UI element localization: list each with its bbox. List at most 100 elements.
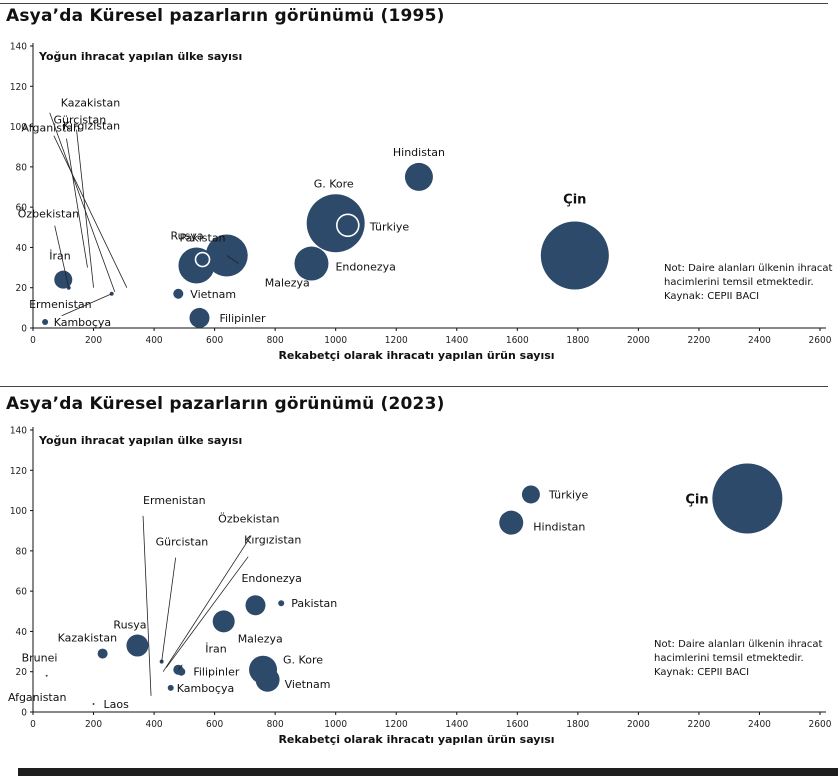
y-tick-label: 40 bbox=[16, 243, 28, 254]
country-label-ermenistan: Ermenistan bbox=[143, 494, 206, 507]
y-tick-label: 100 bbox=[10, 122, 27, 133]
bubble-rusya bbox=[178, 247, 215, 284]
country-label--in: Çin bbox=[563, 192, 586, 207]
source-note-line: hacimlerini temsil etmektedir. bbox=[654, 653, 804, 664]
x-tick-label: 600 bbox=[206, 335, 223, 346]
x-tick-label: 400 bbox=[145, 335, 162, 346]
y-tick-label: 140 bbox=[10, 426, 27, 437]
bubble-kambo-ya bbox=[167, 684, 174, 691]
country-label--zbekistan: Özbekistan bbox=[218, 513, 279, 526]
x-tick-label: 2200 bbox=[687, 335, 710, 346]
country-label-pakistan: Pakistan bbox=[179, 232, 225, 245]
x-tick-label: 1600 bbox=[506, 335, 529, 346]
x-tick-label: 1600 bbox=[506, 719, 529, 730]
x-tick-label: 200 bbox=[85, 719, 102, 730]
x-tick-label: 1400 bbox=[445, 719, 468, 730]
bubble--in bbox=[712, 463, 783, 534]
chart-title-2023: Asya’da Küresel pazarların görünümü (202… bbox=[6, 394, 445, 414]
leader-line-malezya bbox=[226, 255, 239, 264]
source-note-line: Not: Daire alanları ülkenin ihracat bbox=[664, 263, 833, 274]
bubble-filipinler bbox=[189, 307, 210, 328]
country-label-g-rcistan: Gürcistan bbox=[156, 536, 209, 549]
country-label-t-rkiye: Türkiye bbox=[369, 220, 410, 233]
x-axis-title: Rekabetçi olarak ihracatı yapılan ürün s… bbox=[278, 733, 554, 746]
country-label-g-rcistan: Gürcistan bbox=[54, 114, 107, 127]
source-note-line: hacimlerini temsil etmektedir. bbox=[664, 277, 814, 288]
country-label-endonezya: Endonezya bbox=[335, 261, 395, 274]
bubble-vietnam bbox=[255, 667, 280, 692]
x-tick-label: 1200 bbox=[385, 335, 408, 346]
bubble-laos bbox=[92, 702, 95, 705]
x-tick-label: 1000 bbox=[324, 719, 347, 730]
leader-line-kambo-ya bbox=[61, 293, 112, 317]
country-label-t-rkiye: Türkiye bbox=[548, 488, 589, 501]
x-tick-label: 1800 bbox=[566, 335, 589, 346]
x-tick-label: 1400 bbox=[445, 335, 468, 346]
y-tick-label: 120 bbox=[10, 82, 27, 93]
y-tick-label: 60 bbox=[16, 587, 28, 598]
bubble-endonezya bbox=[294, 246, 329, 281]
country-label-endonezya: Endonezya bbox=[241, 572, 301, 585]
chart-panel-1995: Asya’da Küresel pazarların görünümü (199… bbox=[0, 0, 838, 385]
country-label-afganistan: Afganistan bbox=[21, 122, 80, 135]
x-axis-title: Rekabetçi olarak ihracatı yapılan ürün s… bbox=[278, 349, 554, 362]
country-label-kazakistan: Kazakistan bbox=[58, 632, 117, 645]
leader-line-ermenistan bbox=[142, 515, 152, 696]
country-label-kazakistan: Kazakistan bbox=[61, 97, 120, 110]
country-label-i-ran: İran bbox=[205, 643, 227, 656]
country-label--zbekistan: Özbekistan bbox=[18, 208, 79, 221]
source-note-line: Not: Daire alanları ülkenin ihracat bbox=[654, 639, 823, 650]
bubble-pakistan bbox=[194, 251, 211, 268]
leader-line-k-rg-zistan bbox=[53, 135, 128, 288]
country-label-brunei: Brunei bbox=[22, 652, 58, 665]
country-label-filipinler: Filipinler bbox=[193, 666, 240, 679]
chart-panel-2023: Asya’da Küresel pazarların görünümü (202… bbox=[0, 388, 838, 768]
y-tick-label: 20 bbox=[16, 667, 28, 678]
bubble-ermenistan bbox=[42, 318, 49, 325]
x-tick-label: 2200 bbox=[687, 719, 710, 730]
x-tick-label: 200 bbox=[85, 335, 102, 346]
country-label-malezya: Malezya bbox=[238, 632, 283, 645]
x-tick-label: 2000 bbox=[627, 335, 650, 346]
leader-line-kazakistan bbox=[49, 112, 116, 292]
country-label-k-rg-zistan: Kırgızistan bbox=[244, 534, 301, 547]
leader-line-i-ran bbox=[177, 664, 183, 670]
bubble-pakistan bbox=[278, 600, 285, 607]
country-label-i-ran: İran bbox=[49, 250, 71, 263]
country-label-pakistan: Pakistan bbox=[291, 597, 337, 610]
x-tick-label: 2400 bbox=[748, 719, 771, 730]
y-tick-label: 80 bbox=[16, 162, 28, 173]
country-label--in: Çin bbox=[685, 492, 708, 507]
x-tick-label: 1200 bbox=[385, 719, 408, 730]
bubble-vietnam bbox=[173, 288, 184, 299]
country-label-hindistan: Hindistan bbox=[393, 146, 445, 159]
top-rule bbox=[0, 3, 828, 4]
y-tick-label: 0 bbox=[21, 324, 27, 335]
bubble--in bbox=[540, 221, 609, 290]
bubble-hindistan bbox=[404, 162, 433, 191]
x-tick-label: 1800 bbox=[566, 719, 589, 730]
country-label-g-kore: G. Kore bbox=[314, 177, 354, 190]
country-label-laos: Laos bbox=[104, 698, 130, 711]
y-tick-label: 80 bbox=[16, 546, 28, 557]
x-tick-label: 0 bbox=[30, 335, 36, 346]
x-tick-label: 2600 bbox=[809, 335, 832, 346]
country-label-kambo-ya: Kamboçya bbox=[54, 316, 111, 329]
bubble-g-kore bbox=[306, 194, 365, 253]
bubble-filipinler bbox=[177, 667, 186, 676]
source-note-line: Kaynak: CEPII BACI bbox=[664, 291, 759, 302]
y-tick-label: 100 bbox=[10, 506, 27, 517]
leader-line-g-rcistan bbox=[161, 557, 177, 662]
leader-line-k-rg-zistan bbox=[165, 556, 249, 668]
y-tick-label: 40 bbox=[16, 627, 28, 638]
x-tick-label: 0 bbox=[30, 719, 36, 730]
country-label-g-kore: G. Kore bbox=[283, 654, 323, 667]
y-tick-label: 60 bbox=[16, 203, 28, 214]
bubble-hindistan bbox=[499, 510, 524, 535]
leader-line--zbekistan bbox=[162, 535, 252, 672]
country-label-vietnam: Vietnam bbox=[190, 288, 236, 301]
bubble-malezya bbox=[212, 610, 235, 633]
panel-divider bbox=[0, 386, 828, 387]
